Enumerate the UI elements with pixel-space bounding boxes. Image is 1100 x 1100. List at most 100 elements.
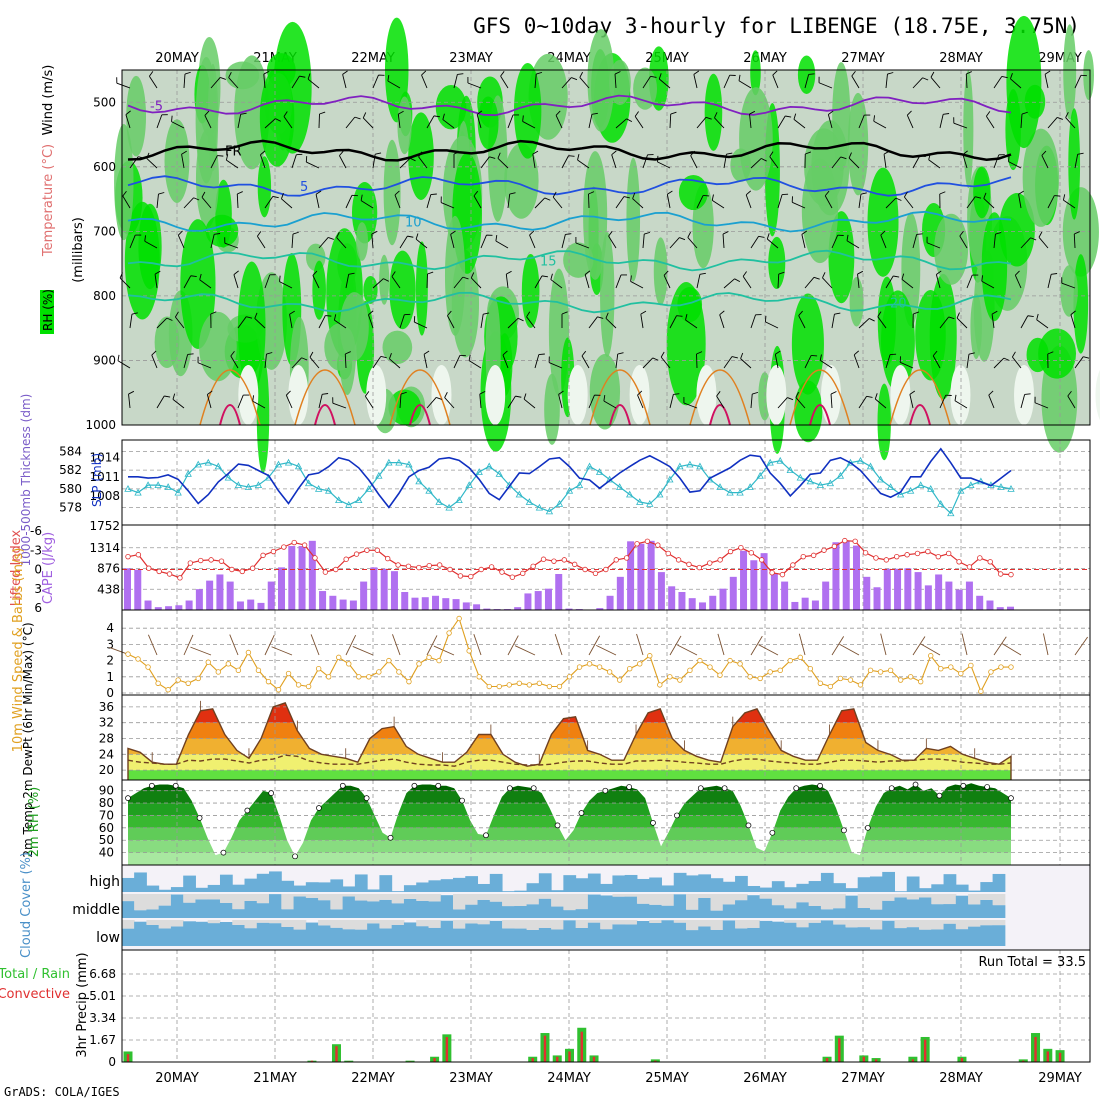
- wind-barb: [777, 115, 786, 129]
- isotherm-4: [127, 249, 1012, 272]
- wind-speed-point: [757, 675, 763, 682]
- wind-barb-flag: [822, 272, 826, 278]
- wind-barb: [480, 314, 484, 329]
- wind-barb: [848, 157, 860, 169]
- bottom-date-label: 27MAY: [841, 1071, 885, 1086]
- li-point: [842, 537, 848, 544]
- cloud-cell: [354, 929, 368, 946]
- cloud-gap: [857, 920, 871, 928]
- precip-convective-bar: [592, 1056, 596, 1062]
- cloud-cell: [624, 896, 638, 918]
- cloud-gap: [502, 894, 515, 907]
- cloud-gap: [992, 894, 1006, 906]
- li-point: [686, 561, 692, 568]
- wind-barb-flag: [840, 156, 847, 160]
- cloud-gap: [514, 920, 528, 929]
- cloud-cell: [587, 894, 601, 918]
- cloud-cell: [894, 928, 908, 946]
- wind-barb-flag: [824, 190, 830, 197]
- cloud-cell: [465, 923, 479, 946]
- wind-barb-flag: [658, 73, 662, 80]
- wind-barb: [830, 394, 833, 409]
- isotherm-label: -5: [150, 100, 163, 115]
- rh-area: [477, 96, 499, 150]
- wind-barb-flag: [149, 71, 154, 77]
- cloud-cell: [955, 929, 969, 946]
- wind-barb-flag: [705, 116, 712, 120]
- cape-bar: [647, 540, 655, 610]
- cloud-gap: [551, 894, 564, 907]
- wind-barb: [827, 114, 833, 129]
- cape-bar: [668, 586, 676, 610]
- isotherm-label: FR: [225, 145, 242, 160]
- wind-barb: [312, 275, 320, 289]
- thickness-point: [836, 471, 845, 479]
- wind-speed-point: [486, 683, 492, 690]
- wind-barb: [716, 395, 725, 409]
- thickness-point: [314, 485, 323, 492]
- li-point: [561, 557, 568, 563]
- cloud-cell: [833, 908, 846, 918]
- wind-barb: [264, 274, 271, 289]
- cloud-gap: [293, 920, 307, 930]
- cloud-cell: [342, 896, 356, 918]
- cloud-cell: [686, 875, 699, 892]
- rh-area: [312, 260, 326, 320]
- wind-barb-flag: [711, 194, 714, 201]
- wind-barb: [885, 354, 891, 369]
- tick-label: 70: [99, 808, 114, 822]
- thickness-point: [656, 490, 664, 498]
- bottom-date-label: 28MAY: [939, 1071, 983, 1086]
- tick-label: 0: [108, 1055, 116, 1069]
- cape-bar: [390, 571, 398, 610]
- wind-barb-flag: [1041, 150, 1047, 156]
- wind-barb: [156, 194, 159, 209]
- wind-barb-flag: [901, 273, 905, 280]
- wind-barb-flag: [1030, 237, 1037, 241]
- wind-barb: [772, 74, 779, 89]
- cloud-cell: [367, 923, 380, 946]
- wind-barb: [440, 202, 455, 209]
- cape-bar: [842, 541, 850, 610]
- thickness-point: [746, 483, 754, 490]
- cloud-cell: [440, 879, 454, 892]
- cape-axis-label: CAPE (J/kg): [41, 532, 56, 604]
- cloud-cell: [661, 905, 675, 918]
- wind-barb-flag: [204, 110, 210, 116]
- wind-barb: [632, 198, 644, 209]
- wind-barb-flag: [690, 150, 695, 156]
- cloud-gap: [269, 920, 282, 924]
- li-point: [385, 555, 391, 562]
- cloud-cell: [330, 879, 344, 892]
- li-point: [935, 553, 941, 560]
- rh-point: [506, 785, 513, 792]
- thickness-point: [194, 460, 202, 468]
- wind-barb-flag: [523, 393, 527, 400]
- wind-speed-point: [215, 669, 222, 675]
- wind-barb-flag: [309, 351, 314, 358]
- temp-band: [128, 738, 1011, 755]
- wind-barb: [507, 114, 514, 129]
- li-point: [727, 548, 734, 555]
- cloud-cell: [305, 897, 319, 918]
- wind-barb: [851, 75, 860, 89]
- wind-barb: [233, 274, 239, 289]
- rh-area: [256, 357, 270, 474]
- wind-barb: [156, 317, 168, 329]
- tick-label: 900: [93, 353, 116, 367]
- wind-barb-flag: [995, 232, 1002, 235]
- cloud-cell: [342, 886, 356, 892]
- wind-barb: [391, 276, 401, 289]
- cape-bar: [801, 597, 809, 610]
- wind-speed-point: [356, 674, 362, 680]
- tick-label: 500: [93, 95, 116, 109]
- wind-barb: [777, 273, 780, 289]
- li-point: [156, 568, 162, 575]
- rh-band: [128, 840, 1011, 853]
- wind-barb-flag: [1074, 231, 1080, 235]
- cloud-cell: [931, 904, 945, 918]
- wind-speed-point: [697, 657, 703, 664]
- cloud-gap: [293, 894, 307, 897]
- upper-air-frame: [121, 69, 1091, 426]
